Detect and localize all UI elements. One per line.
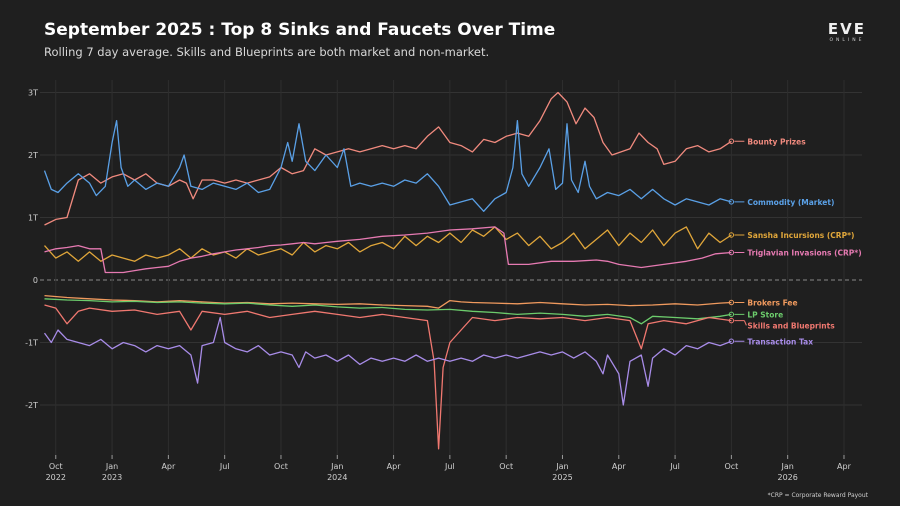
x-tick-month: Oct — [49, 462, 63, 471]
series-line-commodity-market — [43, 119, 732, 212]
legend-label: Sansha Incursions (CRP*) — [747, 231, 854, 240]
legend-leader-bend — [743, 320, 747, 326]
footnote: *CRP = Corporate Reward Payout — [767, 492, 868, 499]
legend-label: Transaction Tax — [747, 337, 813, 346]
chart-grid — [40, 80, 862, 455]
x-tick-month: Jan — [330, 462, 343, 471]
logo-main-text: EVE — [827, 20, 866, 38]
y-tick-label: 1T — [28, 214, 38, 223]
series-line-transaction-tax — [43, 316, 732, 406]
series-end-marker — [728, 317, 735, 324]
chart-series — [43, 91, 735, 450]
y-tick-label: 0 — [33, 276, 38, 285]
x-tick-month: Oct — [724, 462, 738, 471]
x-tick-month: Jul — [669, 462, 680, 471]
x-axis: Oct 2022 Jan 2023 Apr Jul Oct Jan 2024 Apr Jul Oct J… — [46, 455, 852, 482]
x-tick-month: Oct — [274, 462, 288, 471]
series-line-triglavian-invasions-crp — [44, 226, 732, 274]
x-tick-year: 2023 — [102, 473, 122, 482]
series-end-marker — [728, 232, 735, 238]
y-tick-label: -2T — [25, 401, 38, 410]
y-axis: 3T 2T 1T 0 -1T -2T — [25, 89, 38, 411]
y-tick-label: -1T — [25, 339, 38, 348]
x-tick-month: Apr — [387, 462, 402, 471]
x-tick-year: 2026 — [778, 473, 798, 482]
series-end-marker — [728, 249, 735, 256]
x-tick-month: Apr — [837, 462, 852, 471]
series-end-marker — [728, 299, 735, 306]
x-tick-year: 2024 — [327, 473, 347, 482]
x-tick-month: Jan — [781, 462, 794, 471]
series-end-marker — [728, 338, 735, 344]
series-end-marker — [728, 199, 735, 205]
series-line-bounty-prizes — [44, 91, 732, 226]
x-tick-month: Jul — [444, 462, 455, 471]
series-line-lp-store — [44, 298, 732, 325]
x-tick-year: 2025 — [552, 473, 572, 482]
x-tick-month: Apr — [161, 462, 176, 471]
y-tick-label: 2T — [28, 151, 38, 160]
x-tick-year: 2022 — [46, 473, 66, 482]
series-end-marker — [728, 138, 735, 144]
legend-label: Brokers Fee — [747, 299, 797, 308]
x-tick-month: Apr — [612, 462, 627, 471]
x-tick-month: Jan — [105, 462, 118, 471]
y-tick-label: 3T — [28, 89, 38, 98]
legend-label: LP Store — [747, 310, 783, 319]
x-tick-month: Jan — [555, 462, 568, 471]
legend-label: Skills and Blueprints — [747, 321, 835, 330]
series-line-sansha-incursions-crp — [44, 226, 732, 262]
logo-sub-text: ONLINE — [829, 38, 865, 43]
series-end-marker — [728, 311, 735, 318]
series-line-brokers-fee — [44, 294, 732, 309]
x-tick-month: Oct — [499, 462, 513, 471]
legend-label: Triglavian Invasions (CRP*) — [747, 249, 861, 258]
legend-label: Commodity (Market) — [747, 198, 834, 207]
eve-online-logo: EVE ONLINE — [828, 22, 866, 44]
chart-legend: Bounty Prizes Commodity (Market) Sansha In… — [734, 137, 862, 346]
page-title: September 2025 : Top 8 Sinks and Faucets… — [44, 20, 556, 40]
page-subtitle: Rolling 7 day average. Skills and Bluepr… — [44, 45, 490, 59]
x-tick-month: Jul — [219, 462, 230, 471]
legend-label: Bounty Prizes — [747, 137, 806, 146]
series-line-skills-and-blueprints — [44, 304, 732, 450]
